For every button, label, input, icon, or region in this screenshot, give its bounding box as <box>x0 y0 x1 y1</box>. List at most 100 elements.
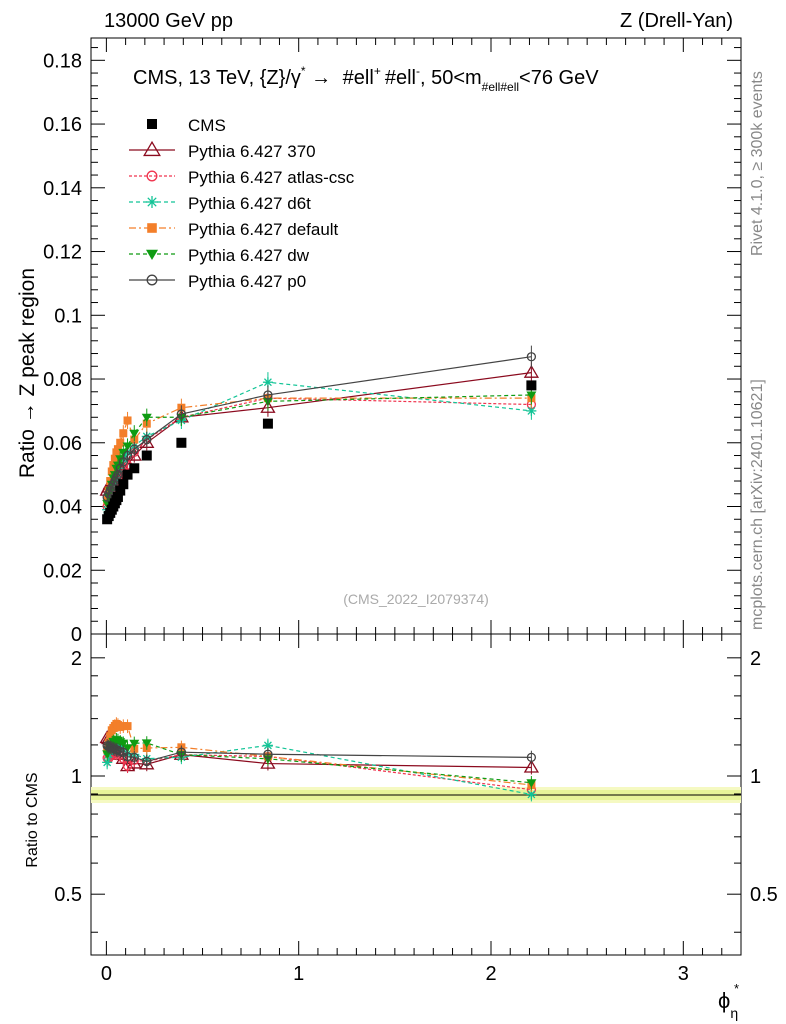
legend-entry-series-2: Pythia 6.427 d6t <box>129 194 311 213</box>
series-4-ratio-point <box>118 739 129 749</box>
legend-entry-series-0: Pythia 6.427 370 <box>129 140 316 161</box>
series-4-point <box>122 442 133 451</box>
series-5-point <box>113 469 123 480</box>
y-tick-label-main: 0.06 <box>43 433 82 455</box>
series-4-point <box>118 448 129 458</box>
mcplots-label: mcplots.cern.ch [arXiv:2401.10621] <box>749 379 766 630</box>
y-tick-label-ratio: 1 <box>71 766 82 788</box>
legend-marker-series-0 <box>143 140 161 157</box>
y-axis-label-ratio: Ratio to CMS <box>24 772 41 867</box>
y-tick-label-ratio-right: 0.5 <box>750 884 778 906</box>
series-0-ratio-point <box>260 755 276 769</box>
legend-label-series-3: Pythia 6.427 default <box>188 220 339 239</box>
series-4-point <box>129 429 140 439</box>
series-2-point-stroke <box>263 378 272 387</box>
series-5-ratio-point <box>526 752 537 763</box>
series-3-point <box>116 438 125 447</box>
legend-marker-series-1 <box>146 170 158 182</box>
y-tick-label-main: 0 <box>71 624 82 646</box>
legend-marker-series-5 <box>146 274 158 286</box>
series-5-point <box>176 409 187 419</box>
series-5-line <box>106 356 532 498</box>
series-0-line <box>106 372 532 491</box>
y-tick-label-ratio-right: 2 <box>750 648 761 670</box>
legend-entry-series-5: Pythia 6.427 p0 <box>129 272 306 291</box>
series-3-ratio-point <box>106 732 115 741</box>
legend-label-series-5: Pythia 6.427 p0 <box>188 272 306 291</box>
y-tick-label-main: 0.14 <box>43 178 82 200</box>
series-0-ratio-point <box>523 759 540 773</box>
series-5-point <box>526 352 537 362</box>
legend-label-series-1: Pythia 6.427 atlas-csc <box>188 168 355 187</box>
x-tick-label: 2 <box>485 963 496 985</box>
legend: CMS Pythia 6.427 370 Pythia 6.427 atlas-cs… <box>129 116 355 291</box>
series-4-point <box>141 413 152 423</box>
series-5-ratio-point <box>263 749 273 759</box>
y-tick-label-main: 0.08 <box>43 369 82 391</box>
series-4-point <box>526 391 537 400</box>
series-5-point <box>122 450 133 461</box>
y-tick-label-main: 0.04 <box>43 497 82 519</box>
y-tick-label-main: 0.18 <box>43 50 82 72</box>
y-tick-label-main: 0.16 <box>43 114 82 136</box>
series-2-ratio-point-stroke <box>263 741 272 750</box>
series-5-ratio-point <box>176 747 187 757</box>
series-5-point <box>263 390 273 400</box>
data-point <box>262 418 273 429</box>
series-5-ratio-point <box>142 756 152 767</box>
series-3-line <box>106 397 532 501</box>
legend-entry-series-3: Pythia 6.427 default <box>129 220 339 239</box>
series-2-line <box>106 381 532 510</box>
data-point <box>176 437 187 448</box>
data-point <box>115 485 126 496</box>
legend-entry-data: CMS <box>147 116 226 135</box>
series-2-ratio-point-stroke <box>103 758 112 767</box>
plot-title: CMS, 13 TeV, {Z}/γ* → #ell+ #ell-, 50<m#e… <box>133 64 599 94</box>
header-process: Z (Drell-Yan) <box>620 10 733 32</box>
series-4-ratio-line <box>106 738 532 784</box>
y-tick-label-main: 0.12 <box>43 242 82 264</box>
series-4-ratio-point <box>526 779 537 788</box>
y-axis-label-main: Ratio → Z peak region <box>16 268 39 478</box>
y-tick-label-ratio: 0.5 <box>54 884 82 906</box>
series-3-point <box>110 454 119 463</box>
data-point <box>526 380 537 391</box>
legend-label-series-4: Pythia 6.427 dw <box>188 246 310 265</box>
y-tick-label-main: 0.02 <box>43 560 82 582</box>
legend-entry-series-4: Pythia 6.427 dw <box>129 246 310 265</box>
series-3-point <box>113 445 122 454</box>
legend-marker-series-4 <box>146 249 158 260</box>
series-5-point <box>142 434 152 445</box>
data-point <box>112 491 123 502</box>
legend-marker-series-2 <box>146 196 158 208</box>
x-tick-label: 0 <box>101 963 112 985</box>
legend-label-data: CMS <box>188 116 226 135</box>
series-4-line <box>106 394 532 504</box>
x-tick-label: 3 <box>678 963 689 985</box>
legend-marker-series-2-stroke <box>147 197 157 207</box>
series-3-ratio-point <box>119 722 128 731</box>
series-4-ratio-point <box>141 739 152 748</box>
data-point <box>122 469 133 480</box>
series-2-point-stroke <box>527 406 536 415</box>
data-point <box>118 479 129 490</box>
y-tick-label-ratio: 2 <box>71 648 82 670</box>
series-1-line <box>106 397 532 507</box>
legend-entry-series-1: Pythia 6.427 atlas-csc <box>129 168 355 187</box>
header-energy: 13000 GeV pp <box>104 10 233 32</box>
series-5-ratio-point <box>122 752 133 762</box>
x-tick-label: 1 <box>293 963 304 985</box>
y-tick-label-ratio-right: 1 <box>750 766 761 788</box>
data-point <box>129 463 140 474</box>
data-point <box>141 450 152 461</box>
legend-label-series-2: Pythia 6.427 d6t <box>188 194 311 213</box>
legend-label-series-0: Pythia 6.427 370 <box>188 142 316 161</box>
series-5-ratio-point <box>129 752 139 763</box>
series-4-ratio-point <box>129 739 140 749</box>
series-5-point <box>129 444 139 454</box>
series-0-point <box>260 399 276 413</box>
x-axis-label: ϕη* <box>718 981 739 1021</box>
chart-marks <box>99 345 540 802</box>
legend-marker-data <box>147 119 157 129</box>
